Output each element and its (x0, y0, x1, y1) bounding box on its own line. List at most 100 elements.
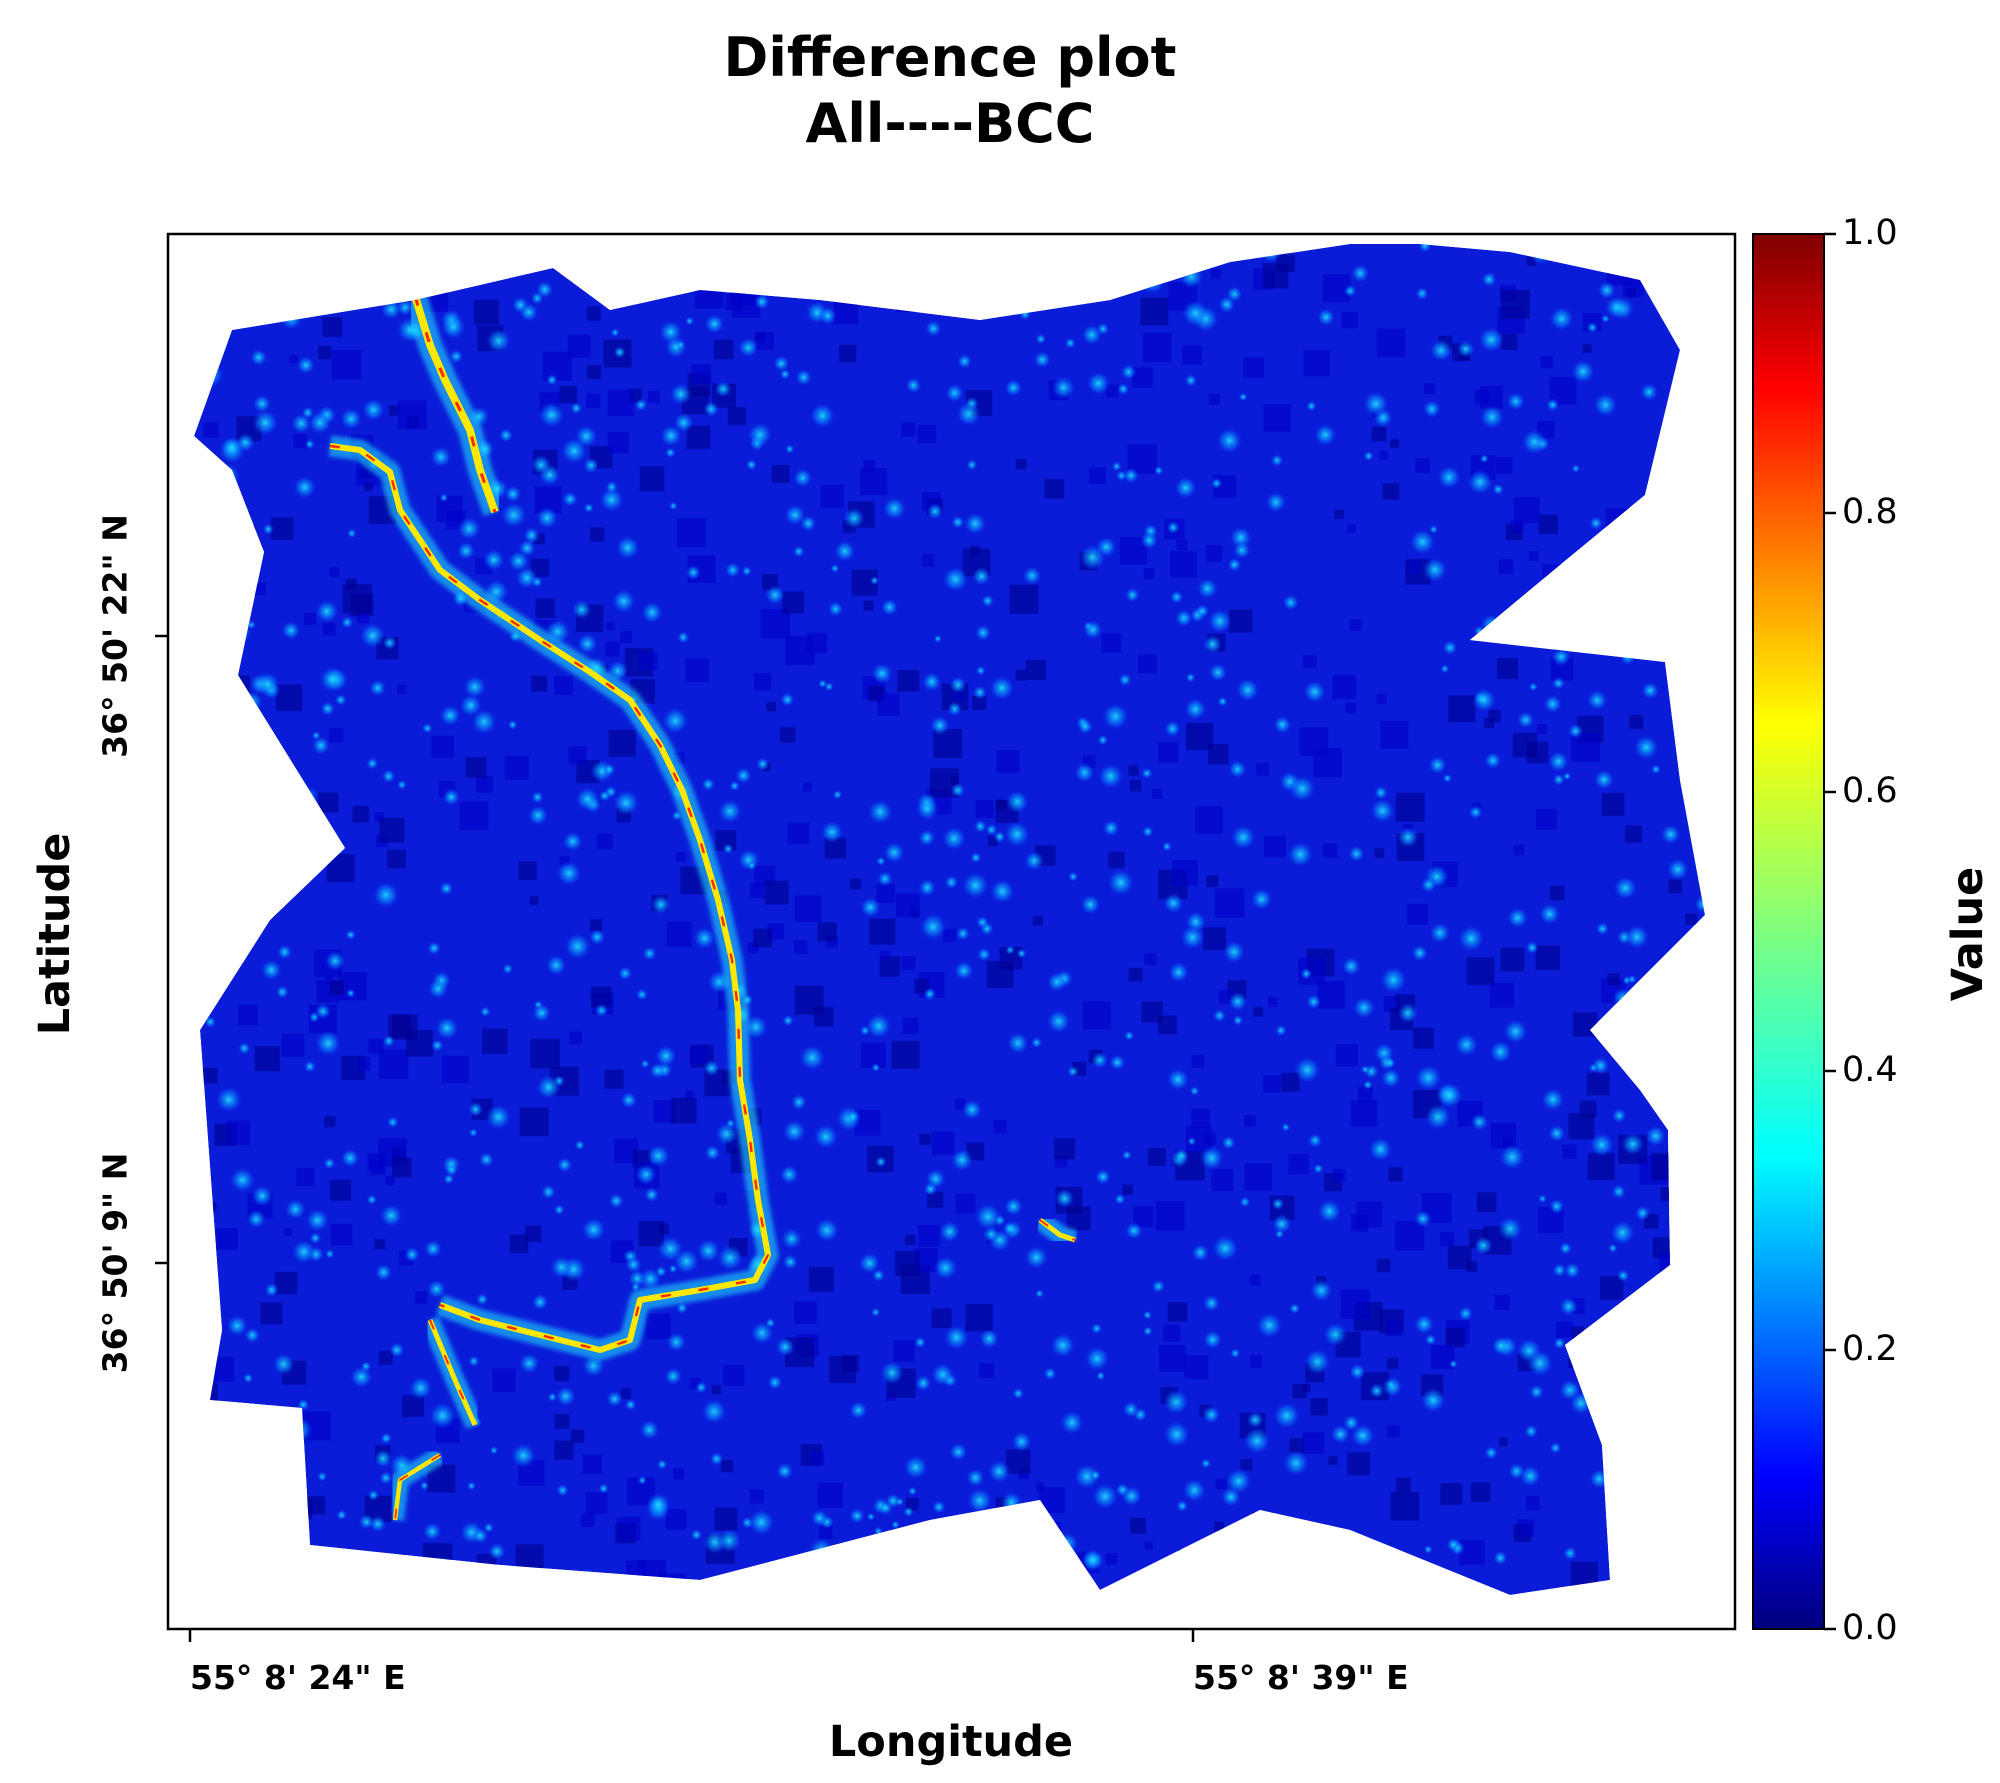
speckle-patch (1331, 1424, 1350, 1444)
speckle-patch (1409, 529, 1435, 555)
texture-cell (955, 1193, 976, 1214)
texture-cell (274, 1271, 298, 1295)
speckle-patch (976, 916, 989, 929)
texture-cell (582, 1454, 602, 1474)
speckle-patch (641, 602, 663, 624)
texture-cell (1176, 539, 1188, 551)
colorbar-tick-label: 0.6 (1842, 771, 1898, 811)
speckle-patch (291, 413, 311, 434)
texture-cell (391, 1157, 412, 1178)
speckle-patch (347, 528, 357, 538)
speckle-patch (918, 879, 936, 897)
speckle-patch (308, 411, 332, 434)
texture-cell (1499, 1437, 1508, 1447)
speckle-patch (639, 1268, 662, 1290)
speckle-patch (485, 1104, 511, 1130)
speckle-patch (1360, 1065, 1370, 1074)
speckle-patch (1369, 1383, 1385, 1399)
speckle-patch (785, 444, 795, 454)
speckle-patch (457, 517, 481, 541)
speckle-patch (230, 1167, 255, 1193)
speckle-patch (849, 1401, 868, 1420)
speckle-patch (1004, 379, 1022, 397)
texture-cell (1302, 1384, 1311, 1393)
texture-cell (1386, 1357, 1399, 1370)
texture-cell (1167, 1302, 1188, 1322)
speckle-patch (1484, 752, 1502, 769)
y-tick-label: 36° 50' 9" N (95, 1152, 135, 1374)
texture-cell (900, 422, 916, 437)
speckle-patch (1386, 1380, 1396, 1389)
texture-cell (586, 306, 602, 321)
speckle-patch (634, 398, 648, 412)
texture-cell (1406, 559, 1421, 574)
texture-cell (324, 975, 334, 984)
texture-cell (1501, 333, 1518, 351)
speckle-patch (773, 355, 790, 372)
texture-cell (1203, 1132, 1217, 1145)
texture-cell (367, 1153, 386, 1172)
speckle-patch (467, 1481, 476, 1491)
speckle-patch (881, 599, 898, 616)
speckle-patch (970, 852, 982, 864)
speckle-patch (1524, 1424, 1538, 1439)
speckle-patch (409, 1376, 433, 1400)
speckle-patch (1525, 941, 1539, 954)
speckle-patch (1140, 531, 1158, 549)
speckle-patch (972, 567, 991, 586)
texture-cell (1414, 458, 1430, 474)
texture-cell (283, 1227, 293, 1236)
texture-cell (1607, 973, 1620, 986)
speckle-patch (1226, 286, 1243, 302)
texture-cell (921, 553, 935, 567)
speckle-patch (967, 1488, 992, 1513)
speckle-patch (973, 819, 987, 833)
texture-cell (1122, 1184, 1133, 1196)
speckle-patch (1107, 869, 1134, 896)
speckle-patch (1080, 894, 1101, 915)
colorbar-tick-label: 1.0 (1842, 213, 1898, 253)
speckle-patch (1212, 1235, 1238, 1261)
speckle-patch (1605, 296, 1628, 319)
texture-cell (509, 1234, 529, 1254)
speckle-patch (703, 401, 719, 417)
speckle-patch (718, 799, 742, 823)
texture-cell (1540, 355, 1553, 369)
speckle-patch (781, 1228, 802, 1250)
texture-cell (1535, 945, 1560, 970)
texture-cell (760, 608, 791, 639)
speckle-patch (1313, 1163, 1324, 1174)
texture-cell (1601, 793, 1625, 816)
speckle-patch (973, 685, 987, 700)
texture-cell (1502, 1136, 1514, 1148)
speckle-patch (1474, 1236, 1493, 1255)
speckle-patch (824, 682, 834, 691)
speckle-patch (780, 692, 795, 707)
speckle-patch (546, 955, 567, 976)
speckle-patch (1247, 1411, 1264, 1428)
texture-cell (950, 776, 959, 786)
speckle-patch (640, 1059, 650, 1069)
speckle-patch (1397, 826, 1419, 848)
speckle-patch (367, 1489, 379, 1501)
speckle-patch (1092, 1483, 1118, 1509)
speckle-patch (1539, 903, 1560, 925)
speckle-patch (309, 1011, 320, 1023)
speckle-patch (631, 1282, 640, 1292)
speckle-patch (1640, 383, 1658, 401)
speckle-patch (949, 1443, 968, 1461)
speckle-patch (636, 988, 648, 1001)
speckle-patch (577, 633, 598, 654)
speckle-patch (715, 380, 732, 398)
speckle-patch (1239, 392, 1248, 402)
speckle-patch (975, 665, 986, 676)
texture-cell (766, 701, 776, 712)
texture-cell (1182, 345, 1202, 366)
speckle-patch (531, 576, 543, 588)
speckle-patch (312, 736, 330, 755)
texture-cell (820, 484, 844, 509)
speckle-patch (1449, 1359, 1458, 1369)
texture-cell (1332, 1169, 1346, 1183)
speckle-patch (1493, 1551, 1508, 1565)
speckle-patch (508, 720, 518, 730)
